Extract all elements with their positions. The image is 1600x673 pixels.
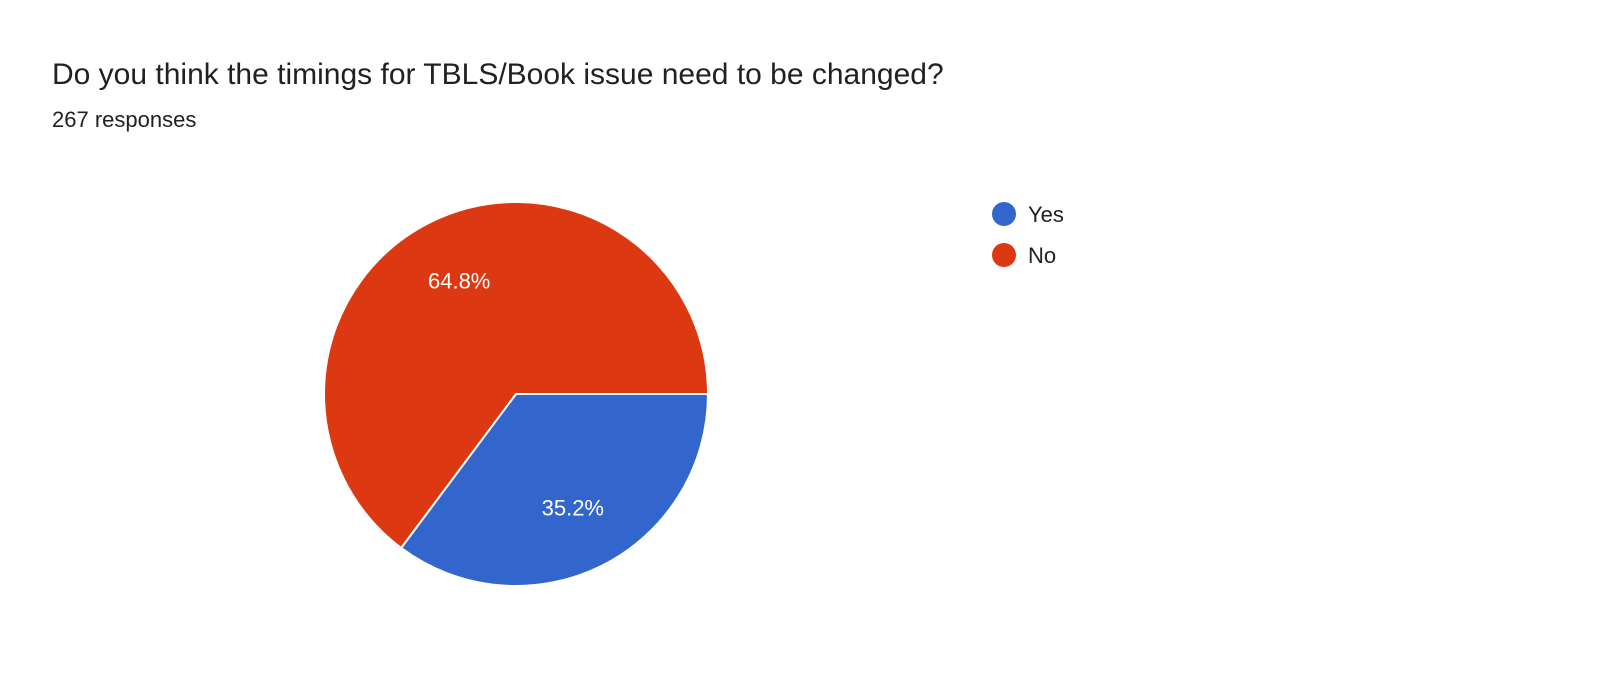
response-count: 267 responses [52, 107, 197, 132]
slice-label: 35.2% [542, 495, 604, 520]
pie-slice-yes[interactable] [399, 393, 710, 587]
legend-label-no[interactable]: No [1028, 243, 1056, 268]
pie-slice-no[interactable] [323, 201, 710, 550]
legend-swatch [992, 243, 1016, 267]
question-title: Do you think the timings for TBLS/Book i… [52, 58, 944, 91]
legend-label-yes[interactable]: Yes [1028, 202, 1064, 227]
slice-label: 64.8% [428, 269, 490, 294]
legend-swatch [992, 202, 1016, 226]
